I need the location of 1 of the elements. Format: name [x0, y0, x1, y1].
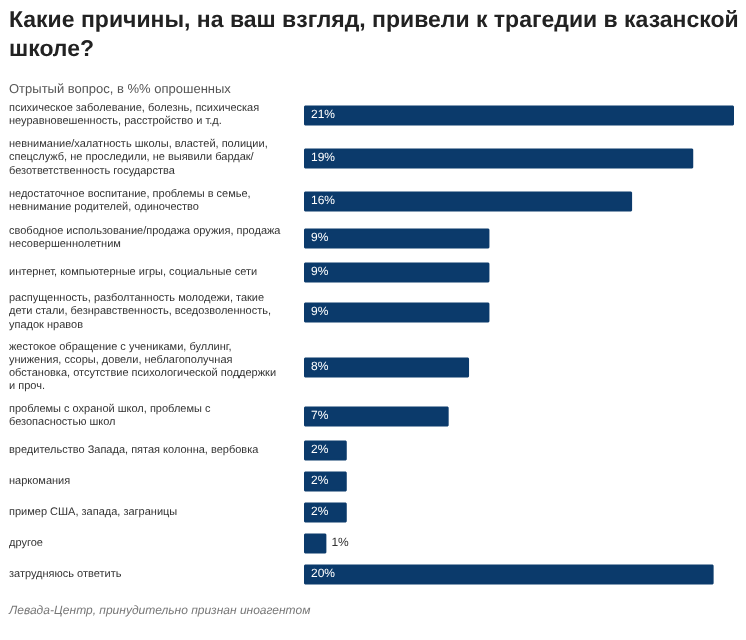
chart-title: Какие причины, на ваш взгляд, привели к трагедии в казанской школе?: [9, 9, 739, 62]
